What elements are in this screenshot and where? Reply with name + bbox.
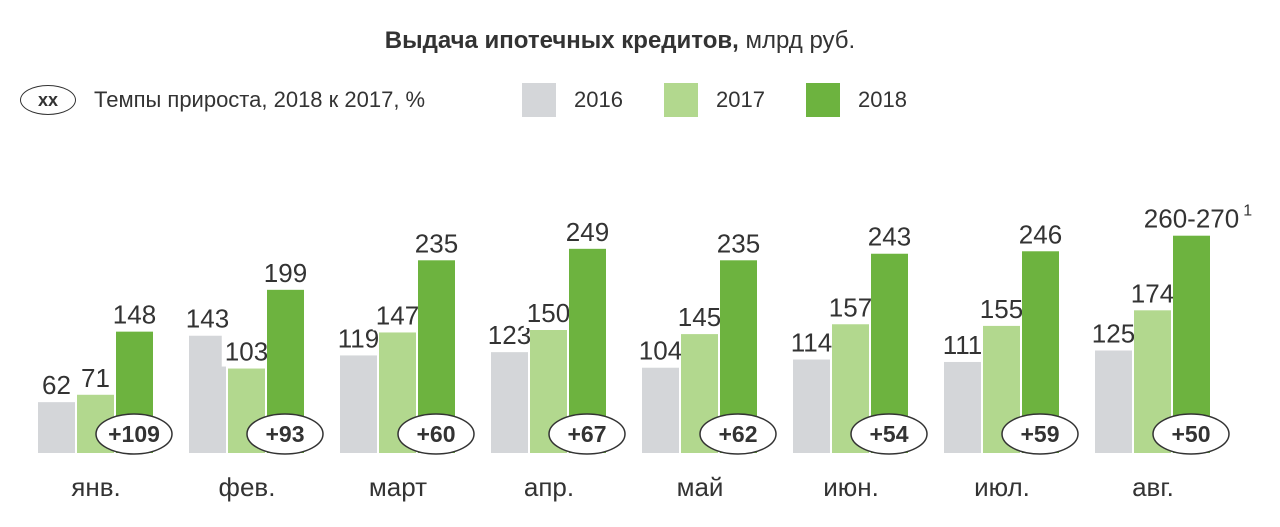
legend-growth-oval: xx [20, 85, 76, 115]
legend-item-2016: 2016 [522, 82, 623, 118]
value-label-2016-1: 143 [186, 304, 229, 334]
value-label-bg [411, 226, 462, 259]
bar-2016-6 [944, 361, 981, 453]
value-label-2016-2: 119 [338, 323, 379, 353]
category-label-5: июн. [823, 472, 879, 502]
legend-swatch-2017 [664, 83, 698, 117]
category-label-2: март [369, 472, 427, 502]
chart-title: Выдача ипотечных кредитов, млрд руб. [0, 27, 1240, 55]
value-label-bg [713, 226, 764, 259]
value-label-2016-0: 62 [42, 370, 71, 400]
value-label-2017-0: 71 [81, 363, 110, 393]
growth-label-7: +50 [1171, 421, 1210, 447]
value-label-bg [937, 327, 988, 360]
value-label-bg [372, 298, 423, 331]
growth-label-5: +54 [869, 421, 908, 447]
growth-label-6: +59 [1020, 421, 1059, 447]
growth-oval-7 [1152, 413, 1230, 455]
growth-oval-4 [699, 413, 777, 455]
legend-swatch-2018 [806, 83, 840, 117]
value-label-bg [39, 368, 74, 401]
value-label-2017-6: 155 [980, 294, 1023, 324]
value-label-2017-5: 157 [829, 292, 872, 322]
bar-2016-3 [491, 352, 528, 453]
growth-label-0: +109 [108, 421, 160, 447]
category-label-6: июл. [974, 472, 1030, 502]
value-label-2018-7: 260-270 [1144, 204, 1239, 234]
growth-label-4: +62 [718, 421, 757, 447]
value-label-2017-3: 150 [527, 298, 570, 328]
category-label-4: май [677, 472, 724, 502]
value-label-2016-4: 104 [639, 336, 682, 366]
bar-2016-0 [38, 402, 75, 453]
value-label-2017-4: 145 [678, 302, 721, 332]
category-label-1: фев. [219, 472, 276, 502]
category-label-7: авг. [1132, 472, 1174, 502]
growth-label-3: +67 [567, 421, 606, 447]
value-label-2016-5: 114 [791, 328, 832, 358]
bar-2016-5 [793, 359, 830, 453]
value-label-2018-0: 148 [113, 300, 156, 330]
value-label-bg [864, 219, 915, 252]
value-label-bg [109, 297, 160, 330]
value-label-bg [78, 360, 113, 393]
legend-swatch-2016 [522, 83, 556, 117]
value-label-bg [1015, 217, 1066, 250]
value-label-2018-3: 249 [566, 217, 609, 247]
value-label-bg [1088, 316, 1139, 349]
legend-item-2017: 2017 [664, 82, 765, 118]
growth-label-1: +93 [265, 421, 304, 447]
value-label-bg [182, 301, 233, 334]
legend-growth-rate: xx Темпы прироста, 2018 к 2017, % [20, 82, 425, 118]
value-label-2018-4: 235 [717, 228, 760, 258]
value-label-bg [1137, 201, 1246, 234]
value-label-bg [221, 334, 272, 367]
value-label-2017-7: 174 [1131, 278, 1174, 308]
footnote-marker: 1 [1243, 203, 1252, 220]
category-label-0: янв. [71, 472, 120, 502]
bar-2016-7 [1095, 350, 1132, 453]
growth-oval-6 [1001, 413, 1079, 455]
legend-label-2018: 2018 [858, 87, 907, 112]
value-label-2016-7: 125 [1092, 319, 1135, 349]
bar-2016-2 [340, 355, 377, 453]
legend-label-2017: 2017 [716, 87, 765, 112]
value-label-bg [523, 296, 574, 328]
legend-label-2016: 2016 [574, 87, 623, 112]
value-label-2018-2: 235 [415, 228, 458, 258]
value-label-bg [825, 290, 876, 323]
value-label-2016-6: 111 [943, 330, 983, 360]
growth-oval-1 [246, 413, 324, 455]
value-label-2018-1: 199 [264, 258, 307, 288]
value-label-2018-6: 246 [1019, 219, 1062, 249]
chart-title-unit: млрд руб. [738, 27, 856, 54]
growth-oval-3 [548, 413, 626, 455]
chart-title-bold: Выдача ипотечных кредитов, [384, 27, 739, 54]
growth-label-2: +60 [416, 421, 455, 447]
value-label-2017-2: 147 [376, 300, 419, 330]
value-label-bg [1127, 276, 1178, 309]
value-label-2017-1: 103 [225, 337, 268, 367]
bar-2016-4 [642, 367, 679, 453]
legend-item-2018: 2018 [806, 82, 907, 118]
value-label-bg [562, 214, 613, 247]
growth-oval-0 [95, 413, 173, 455]
value-label-bg [260, 255, 311, 288]
value-label-bg [674, 300, 725, 333]
category-label-3: апр. [524, 472, 574, 502]
bar-2016-1 [189, 335, 226, 453]
growth-oval-2 [397, 413, 475, 455]
value-label-bg [635, 333, 686, 366]
value-label-bg [786, 325, 837, 358]
value-label-bg [976, 291, 1027, 324]
growth-oval-5 [850, 413, 928, 455]
value-label-2018-5: 243 [868, 222, 911, 252]
legend-growth-label: Темпы прироста, 2018 к 2017, % [94, 87, 426, 112]
